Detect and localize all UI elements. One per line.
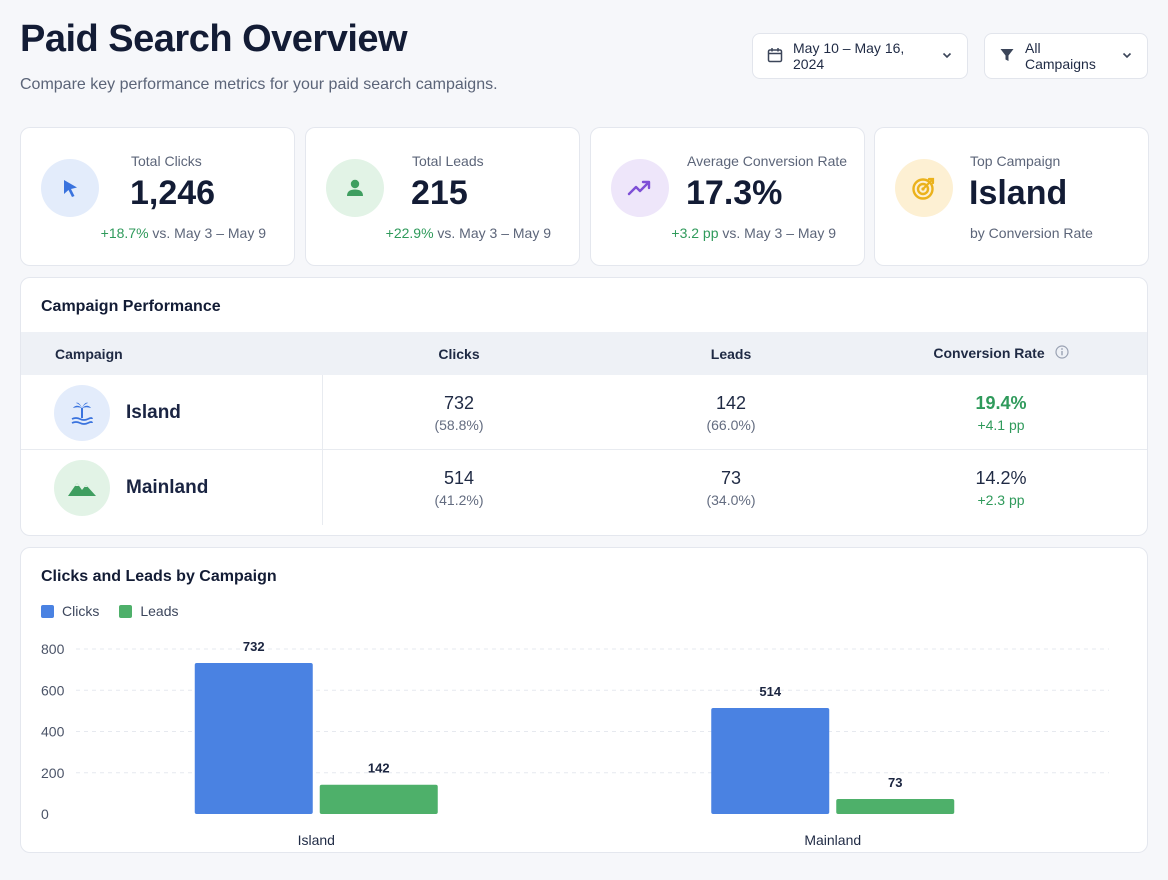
table-row[interactable]: Mainland 514 (41.2%) 73 (34.0%) 14.2% +2… xyxy=(21,450,1147,525)
kpi-label: Top Campaign xyxy=(970,153,1061,169)
mountain-icon xyxy=(54,460,110,516)
kpi-comparison: +18.7% vs. May 3 – May 9 xyxy=(101,225,266,241)
kpi-card-total-clicks: Total Clicks 1,246 +18.7% vs. May 3 – Ma… xyxy=(20,127,295,266)
chevron-down-icon xyxy=(1121,48,1133,64)
island-icon xyxy=(54,385,110,441)
clicks-value: 732 xyxy=(443,393,475,413)
date-range-picker[interactable]: May 10 – May 16, 2024 xyxy=(752,33,968,79)
y-tick-label: 600 xyxy=(41,682,65,698)
legend-swatch xyxy=(41,604,54,618)
campaign-performance-panel: Campaign Performance Campaign Clicks Lea… xyxy=(20,277,1148,536)
column-header-conversion-label: Conversion Rate xyxy=(933,344,1045,361)
cell-leads: 73 (34.0%) xyxy=(631,468,831,508)
x-tick-label: Island xyxy=(298,832,335,848)
chevron-down-icon xyxy=(941,48,953,64)
chart-title: Clicks and Leads by Campaign xyxy=(41,568,277,585)
chart-legend: Clicks Leads xyxy=(41,603,179,619)
cell-conversion-rate: 14.2% +2.3 pp xyxy=(901,468,1101,508)
column-divider xyxy=(322,375,323,525)
campaign-filter-label: All Campaigns xyxy=(1025,40,1096,72)
kpi-value: 17.3% xyxy=(686,174,783,212)
leads-share: (34.0%) xyxy=(706,492,756,508)
legend-item-clicks[interactable]: Clicks xyxy=(41,603,99,619)
cursor-icon xyxy=(41,159,99,217)
bar-value-label: 732 xyxy=(243,639,265,654)
calendar-icon xyxy=(767,47,783,66)
table-header: Campaign Clicks Leads Conversion Rate xyxy=(21,332,1147,375)
legend-label: Clicks xyxy=(62,603,100,619)
clicks-value: 514 xyxy=(443,468,475,488)
table-row[interactable]: Island 732 (58.8%) 142 (66.0%) 19.4% +4.… xyxy=(21,375,1147,450)
kpi-card-total-leads: Total Leads 215 +22.9% vs. May 3 – May 9 xyxy=(305,127,580,266)
bar-value-label: 142 xyxy=(368,761,390,776)
conversion-rate-delta: +2.3 pp xyxy=(977,492,1025,508)
kpi-label: Total Clicks xyxy=(131,153,202,169)
clicks-share: (41.2%) xyxy=(434,492,484,508)
page-subtitle: Compare key performance metrics for your… xyxy=(20,76,498,93)
campaign-name[interactable]: Mainland xyxy=(126,477,209,498)
column-header-leads: Leads xyxy=(710,345,752,362)
conversion-rate-value: 19.4% xyxy=(975,393,1027,413)
kpi-card-avg-conversion: Average Conversion Rate 17.3% +3.2 pp vs… xyxy=(590,127,865,266)
column-header-campaign: Campaign xyxy=(55,345,123,362)
bar-value-label: 514 xyxy=(759,684,781,699)
kpi-comparison: +3.2 pp vs. May 3 – May 9 xyxy=(671,225,836,241)
clicks-share: (58.8%) xyxy=(434,417,484,433)
y-tick-label: 0 xyxy=(41,806,49,822)
bar-chart: 0 200 400 600 800 732 142 Island 514 73 Mainland xyxy=(41,639,1109,848)
kpi-card-top-campaign: Top Campaign Island by Conversion Rate xyxy=(874,127,1149,266)
campaign-filter[interactable]: All Campaigns xyxy=(984,33,1148,79)
kpi-label: Total Leads xyxy=(412,153,484,169)
bar-leads-island xyxy=(319,784,438,814)
bar-value-label: 73 xyxy=(888,775,902,790)
kpi-delta: +22.9% xyxy=(385,225,434,241)
kpi-comparison-text: vs. May 3 – May 9 xyxy=(152,225,266,241)
y-tick-label: 800 xyxy=(41,641,65,657)
page-title: Paid Search Overview xyxy=(20,18,408,60)
y-tick-label: 400 xyxy=(41,724,65,740)
legend-item-leads[interactable]: Leads xyxy=(119,603,179,619)
kpi-label: Average Conversion Rate xyxy=(687,153,848,169)
bar-leads-mainland xyxy=(836,798,955,814)
info-icon[interactable] xyxy=(1055,345,1069,362)
kpi-value: 1,246 xyxy=(130,174,216,212)
date-range-label: May 10 – May 16, 2024 xyxy=(793,40,905,72)
bar-clicks-island xyxy=(194,663,313,814)
kpi-comparison: +22.9% vs. May 3 – May 9 xyxy=(386,225,551,241)
conversion-rate-delta: +4.1 pp xyxy=(977,417,1025,433)
kpi-delta: +3.2 pp xyxy=(671,225,719,241)
kpi-comparison-text: vs. May 3 – May 9 xyxy=(722,225,836,241)
x-tick-label: Mainland xyxy=(804,832,861,848)
cell-clicks: 732 (58.8%) xyxy=(359,393,559,433)
bar-clicks-mainland xyxy=(711,707,830,814)
column-header-conversion: Conversion Rate xyxy=(901,345,1101,363)
kpi-comparison-text: vs. May 3 – May 9 xyxy=(437,225,551,241)
conversion-rate-value: 14.2% xyxy=(975,468,1027,488)
trend-up-icon xyxy=(611,159,669,217)
target-icon xyxy=(895,159,953,217)
y-tick-label: 200 xyxy=(41,765,65,781)
cell-conversion-rate: 19.4% +4.1 pp xyxy=(901,393,1101,433)
kpi-delta: +18.7% xyxy=(100,225,149,241)
leads-value: 73 xyxy=(720,468,742,488)
kpi-value: Island xyxy=(969,174,1068,212)
user-icon xyxy=(326,159,384,217)
cell-clicks: 514 (41.2%) xyxy=(359,468,559,508)
clicks-leads-chart-panel: Clicks and Leads by Campaign Clicks Lead… xyxy=(20,547,1148,853)
leads-share: (66.0%) xyxy=(706,417,756,433)
table-title: Campaign Performance xyxy=(41,298,221,315)
leads-value: 142 xyxy=(715,393,747,413)
cell-leads: 142 (66.0%) xyxy=(631,393,831,433)
legend-label: Leads xyxy=(140,603,179,619)
campaign-name[interactable]: Island xyxy=(126,402,181,423)
column-header-clicks: Clicks xyxy=(438,345,480,362)
kpi-value: 215 xyxy=(411,174,468,212)
kpi-note: by Conversion Rate xyxy=(970,225,1093,241)
filter-icon xyxy=(999,47,1015,66)
legend-swatch xyxy=(119,604,133,618)
